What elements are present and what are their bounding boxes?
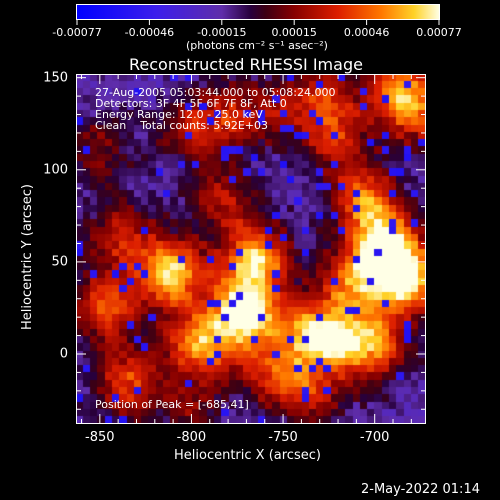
colorbar-gradient [76,4,440,20]
colorbar-units-label: (photons cm⁻² s⁻¹ asec⁻²) [186,39,328,52]
colorbar-tick-label: 0.00077 [416,26,462,39]
y-tick-label: 150 [43,70,68,86]
x-tick-label: -750 [268,430,298,445]
plot-area [76,74,426,424]
colorbar-ticks [76,20,440,25]
colorbar-tick-label: -0.00015 [197,26,247,39]
x-tick-labels: -850 -800 -750 -700 [0,430,500,446]
y-axis-title: Heliocentric Y (arcsec) [20,184,35,330]
heatmap-image [76,74,426,424]
colorbar-tick-label: -0.00046 [124,26,175,39]
footer-timestamp: 2-May-2022 01:14 [361,482,480,497]
annotation-clean-counts: Clean Total counts: 5.92E+03 [95,119,269,132]
colorbar-tick-label: 0.00015 [271,26,317,39]
y-tick-label: 100 [43,162,68,178]
y-tick-label: 50 [51,254,68,270]
colorbar-tick-labels: -0.00077 -0.00046 -0.00015 0.00015 0.00046 0.… [52,26,461,40]
colorbar-tick-label: 0.00046 [343,26,390,39]
y-tick-label: 0 [59,346,68,362]
x-tick-label: -800 [176,430,207,445]
plot-frame [76,74,426,424]
annotation-time-range: 27-Aug-2005 05:03:44.000 to 05:08:24.000 [95,86,336,99]
x-tick-label: -700 [359,430,390,445]
x-axis-title: Heliocentric X (arcsec) [174,448,321,463]
colorbar-tick-label: -0.00077 [52,26,102,39]
peak-position-label: Position of Peak = [-685,41] [95,398,249,411]
annotation-energy-range: Energy Range: 12.0 - 25.0 keV [95,108,263,121]
annotation-block: 27-Aug-2005 05:03:44.000 to 05:08:24.000… [95,87,336,131]
y-tick-labels: 0 50 100 150 [28,0,72,500]
colorbar [76,4,440,20]
annotation-detectors: Detectors: 3F 4F 5F 6F 7F 8F, Att 0 [95,97,287,110]
chart-title: Reconstructed RHESSI Image [129,55,363,74]
x-tick-label: -850 [85,430,115,445]
